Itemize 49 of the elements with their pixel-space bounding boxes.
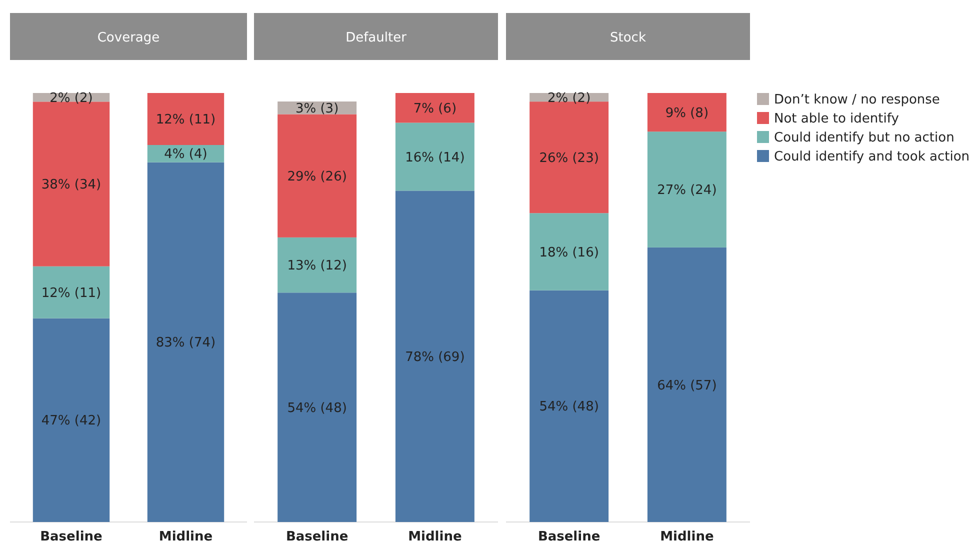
x-tick-label: Baseline	[40, 530, 103, 542]
data-label: 54% (48)	[287, 400, 347, 416]
x-tick-label: Midline	[660, 530, 714, 542]
data-label: 2% (2)	[50, 90, 93, 106]
chart-title: Coverage	[97, 30, 160, 46]
data-label: 3% (3)	[295, 101, 339, 116]
data-label: 7% (6)	[413, 101, 457, 116]
data-label: 54% (48)	[539, 400, 599, 415]
legend-label: Could identify but no action	[774, 130, 954, 146]
data-label: 29% (26)	[287, 169, 347, 184]
bar	[395, 190, 474, 522]
data-label: 47% (42)	[41, 414, 102, 429]
data-label: 4% (4)	[164, 147, 208, 162]
chart-title: Stock	[610, 30, 646, 46]
legend-label: Not able to identify	[774, 112, 900, 127]
bar	[278, 114, 357, 238]
bar	[530, 213, 609, 290]
bar	[278, 237, 357, 293]
chart-title: Defaulter	[346, 30, 408, 46]
data-label: 13% (12)	[287, 258, 347, 274]
data-label: 16% (14)	[405, 150, 465, 166]
legend-label: Could identify and took action	[774, 150, 969, 165]
bar	[32, 266, 110, 318]
data-label: 12% (11)	[156, 112, 216, 128]
x-tick-label: Midline	[158, 530, 213, 542]
bar	[395, 122, 474, 191]
bar	[647, 132, 726, 248]
data-label: 18% (16)	[539, 245, 599, 260]
data-label: 12% (11)	[41, 286, 102, 301]
data-label: 26% (23)	[539, 150, 599, 166]
bar	[32, 318, 110, 522]
x-tick-label: Baseline	[538, 530, 600, 542]
bar	[647, 247, 726, 522]
bar	[530, 290, 609, 522]
bar	[147, 162, 224, 522]
data-label: 2% (2)	[547, 90, 591, 106]
x-tick-label: Baseline	[286, 530, 348, 542]
data-label: 83% (74)	[156, 336, 216, 351]
x-tick-label: Midline	[408, 530, 462, 542]
legend-label: Don’t know / no response	[774, 92, 940, 108]
bar	[395, 93, 474, 123]
data-label: 27% (24)	[657, 183, 717, 198]
data-label: 78% (69)	[405, 350, 465, 365]
data-label: 64% (57)	[657, 378, 717, 394]
data-label: 38% (34)	[41, 178, 102, 193]
data-label: 9% (8)	[665, 106, 709, 121]
bar	[147, 93, 224, 145]
bar	[647, 93, 726, 132]
bar	[278, 292, 357, 522]
